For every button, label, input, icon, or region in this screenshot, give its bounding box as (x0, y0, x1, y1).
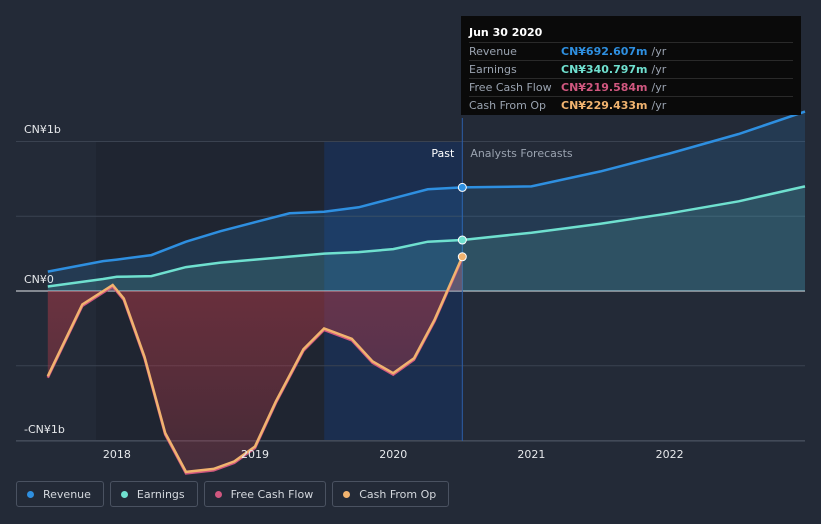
tooltip-value: CN¥692.607m (561, 45, 648, 58)
forecast-label: Analysts Forecasts (470, 147, 573, 160)
revenue-dot-icon (27, 490, 34, 498)
tooltip-label: Earnings (469, 63, 517, 76)
legend-item-cash-from-op[interactable]: Cash From Op (332, 481, 450, 507)
tooltip-unit: /yr (651, 81, 667, 94)
free-cash-flow-dot-icon (214, 490, 222, 498)
x-tick-label: 2021 (517, 448, 545, 461)
tooltip-unit: /yr (651, 99, 667, 112)
earnings-area (47, 186, 806, 291)
tooltip-row-fcf: Free Cash Flow CN¥219.584m /yr (469, 78, 793, 96)
y-tick-label: CN¥1b (24, 123, 61, 136)
tooltip-label: Free Cash Flow (469, 81, 552, 94)
tooltip-row-revenue: Revenue CN¥692.607m /yr (469, 42, 793, 60)
past-label: Past (431, 147, 455, 160)
y-tick-label: -CN¥1b (24, 423, 65, 436)
legend: Revenue Earnings Free Cash Flow Cash Fro… (16, 481, 450, 507)
earnings-forecast-line (462, 185, 806, 242)
tooltip-row-earnings: Earnings CN¥340.797m /yr (469, 60, 793, 78)
legend-label: Revenue (43, 487, 91, 501)
tooltip-unit: /yr (651, 63, 667, 76)
tooltip-label: Revenue (469, 45, 517, 58)
revenue-line (47, 186, 463, 273)
revenue-area (47, 111, 806, 291)
y-tick-label: CN¥0 (24, 273, 54, 286)
cash-from-op-marker (457, 252, 467, 262)
tooltip-row-cfo: Cash From Op CN¥229.433m /yr (469, 96, 793, 114)
x-tick-label: 2019 (241, 448, 269, 461)
tooltip-unit: /yr (651, 45, 667, 58)
tooltip: Jun 30 2020 Revenue CN¥692.607m /yr Earn… (461, 16, 801, 115)
revenue-marker (457, 182, 467, 192)
tooltip-label: Cash From Op (469, 99, 547, 112)
earnings-dot-icon (120, 490, 128, 498)
legend-label: Cash From Op (359, 487, 437, 501)
legend-item-free-cash-flow[interactable]: Free Cash Flow (203, 481, 327, 507)
revenue-forecast-line (462, 110, 806, 189)
legend-item-earnings[interactable]: Earnings (109, 481, 198, 507)
x-tick-label: 2018 (103, 448, 131, 461)
cash-from-op-line (46, 256, 464, 474)
x-tick-label: 2020 (379, 448, 407, 461)
tooltip-value: CN¥219.584m (561, 81, 648, 94)
legend-label: Earnings (136, 487, 185, 501)
legend-label: Free Cash Flow (230, 487, 314, 501)
earnings-line (47, 238, 463, 288)
x-tick-label: 2022 (656, 448, 684, 461)
legend-item-revenue[interactable]: Revenue (16, 481, 104, 507)
earnings-marker (457, 235, 467, 245)
free-cash-flow-area (47, 256, 463, 472)
tooltip-date: Jun 30 2020 (469, 26, 543, 39)
tooltip-value: CN¥229.433m (561, 99, 648, 112)
cash-from-op-dot-icon (343, 490, 351, 498)
tooltip-value: CN¥340.797m (561, 63, 648, 76)
